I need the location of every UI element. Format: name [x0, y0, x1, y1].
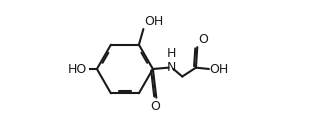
- Text: O: O: [198, 33, 208, 46]
- Text: N: N: [167, 61, 176, 74]
- Text: OH: OH: [144, 15, 163, 28]
- Text: HO: HO: [68, 63, 87, 75]
- Text: OH: OH: [210, 63, 229, 75]
- Text: H: H: [167, 47, 176, 60]
- Text: O: O: [151, 100, 160, 113]
